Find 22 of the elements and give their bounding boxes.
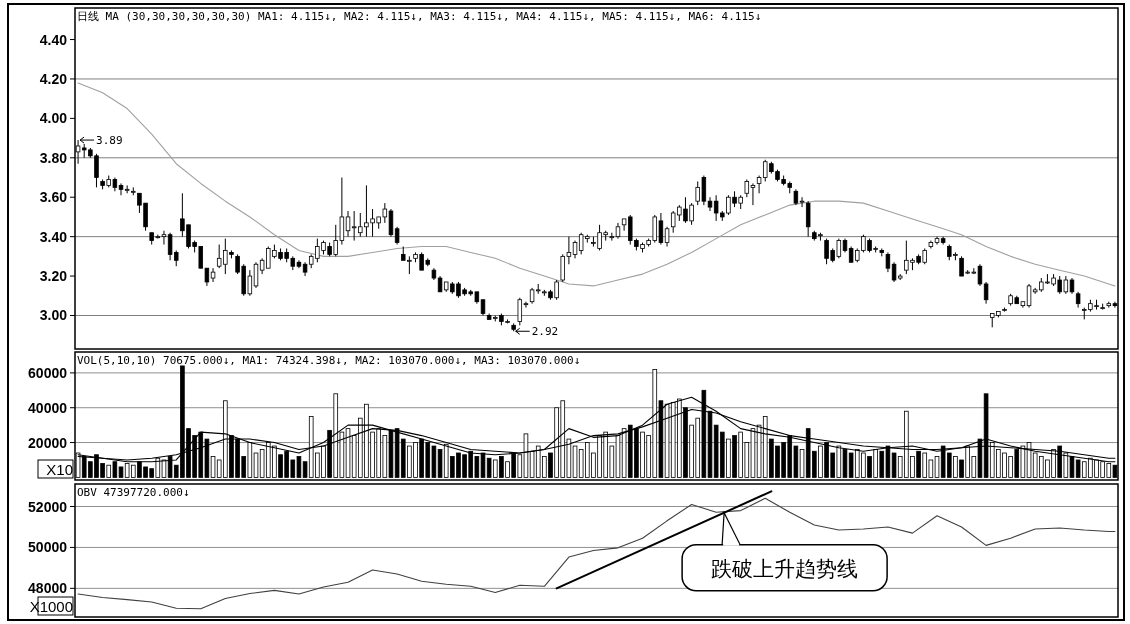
- y-tick-label: 4.00: [39, 110, 68, 127]
- y-tick-label: 3.40: [39, 228, 68, 245]
- y-tick-label: 52000: [28, 498, 68, 515]
- y-tick-label: 3.80: [39, 149, 68, 166]
- text: X1000: [29, 598, 73, 615]
- y-tick-label: 50000: [28, 539, 68, 556]
- y-tick-label: 48000: [28, 580, 68, 597]
- annotation: 2.92: [531, 325, 559, 339]
- y-tick-label: 40000: [28, 399, 68, 416]
- chart-title: 日线 MA (30,30,30,30,30,30) MA1: 4.115↓, MA2: 4.115↓, MA3: 4.115↓, MA4: 4.115↓, MA5: 4.115↓, MA6: 4.115↓: [77, 10, 762, 23]
- y-tick-label: 4.40: [39, 31, 68, 48]
- y-tick-label: 20000: [28, 434, 68, 451]
- y-tick-label: 60000: [28, 364, 68, 381]
- y-tick-label: 4.20: [39, 70, 68, 87]
- text: X10: [46, 461, 73, 478]
- y-tick-label: 3.00: [39, 307, 68, 324]
- chart-title: VOL(5,10,10) 70675.000↓, MA1: 74324.398↓, MA2: 103070.000↓, MA3: 103070.000↓: [77, 354, 581, 367]
- y-tick-label: 3.20: [39, 268, 68, 285]
- chart-title: OBV 47397720.000↓: [77, 486, 190, 499]
- annotation: 3.89: [96, 134, 123, 148]
- annotation: 跌破上升趋势线: [711, 556, 859, 581]
- y-tick-label: 3.60: [39, 189, 68, 206]
